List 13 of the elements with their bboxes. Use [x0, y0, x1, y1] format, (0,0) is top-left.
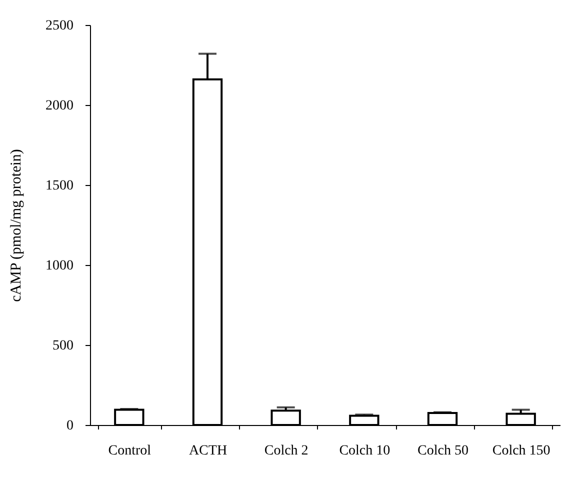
y-tick-label: 2500 — [46, 18, 74, 34]
y-tick-label: 1500 — [46, 178, 74, 194]
y-axis-title: cAMP (pmol/mg protein) — [8, 149, 24, 302]
x-tick-label: Colch 150 — [492, 444, 550, 458]
y-tick-label: 500 — [52, 338, 74, 354]
x-tick-label: Colch 50 — [418, 444, 468, 458]
x-tick-label: Control — [108, 444, 152, 458]
y-tick-label: 0 — [66, 418, 74, 434]
x-tick-label: ACTH — [188, 444, 228, 458]
y-tick-label: 1000 — [46, 258, 74, 274]
x-tick-label: Colch 10 — [339, 444, 390, 458]
x-tick-label: Colch 2 — [264, 444, 308, 458]
y-tick-label: 2000 — [46, 98, 74, 114]
